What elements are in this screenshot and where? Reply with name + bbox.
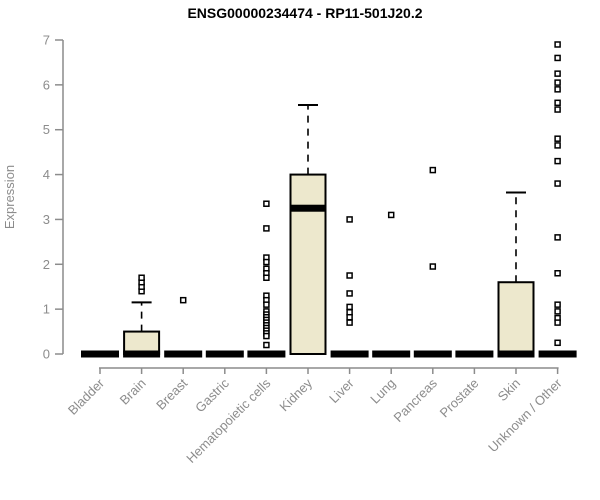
outlier-point (346, 272, 353, 279)
y-axis-tick-label: 4 (43, 167, 50, 182)
outlier-point (263, 225, 270, 232)
median-line (497, 350, 535, 358)
outlier-point (554, 234, 561, 241)
y-axis-tick-label: 1 (43, 302, 50, 317)
outlier-point (263, 258, 270, 266)
outlier-point (263, 341, 270, 349)
x-axis-category-label: Breast (153, 375, 190, 412)
y-axis-title: Expression (2, 165, 17, 229)
x-axis-category-label: Skin (495, 376, 523, 404)
box-collapsed-bladder (81, 350, 119, 358)
outlier-point (554, 135, 561, 142)
outlier-point (554, 142, 561, 149)
median-line (123, 350, 161, 358)
x-axis-category-label: Pancreas (390, 375, 440, 425)
box-collapsed-lung (372, 350, 411, 358)
outlier-point (554, 308, 561, 315)
outlier-point (554, 99, 561, 107)
outlier-point (263, 200, 270, 207)
y-axis-tick-label: 5 (43, 122, 50, 137)
y-axis-tick-label: 6 (43, 77, 50, 92)
box-collapsed-gastric (205, 350, 244, 358)
box-collapsed-prostate (455, 350, 494, 358)
y-axis-tick-label: 7 (43, 33, 50, 48)
outlier-point (554, 319, 561, 326)
outlier-point (554, 86, 561, 93)
outlier-point (554, 54, 561, 62)
outlier-point (554, 70, 561, 77)
outlier-point (554, 106, 561, 113)
box-collapsed-breast (164, 350, 203, 358)
outlier-point (387, 211, 395, 219)
y-axis-tick-label: 3 (43, 212, 50, 227)
outlier-point (263, 301, 270, 308)
outlier-point (429, 166, 437, 174)
x-axis-category-label: Lung (367, 376, 398, 407)
x-axis-category-label: Prostate (437, 376, 482, 421)
outlier-point (346, 216, 353, 223)
outlier-point (554, 41, 561, 48)
outlier-point (554, 339, 561, 347)
outlier-point (346, 303, 353, 311)
outlier-point (554, 180, 561, 187)
outlier-point (179, 296, 187, 304)
x-axis-category-label: Kidney (276, 375, 315, 414)
chart-title: ENSG00000234474 - RP11-501J20.2 (187, 5, 422, 21)
x-axis-category-label: Brain (117, 376, 149, 408)
box-collapsed-hematopoietic-cells (247, 350, 286, 358)
y-axis-tick-label: 0 (43, 347, 50, 362)
box-skin (497, 281, 535, 356)
box-kidney (289, 173, 327, 355)
median-line (289, 204, 327, 212)
outlier-point (138, 274, 145, 281)
box-collapsed-liver (330, 350, 369, 358)
box-collapsed-pancreas (413, 350, 452, 358)
outlier-point (429, 263, 437, 270)
outlier-point (346, 319, 353, 326)
outlier-point (263, 332, 270, 340)
y-axis-tick-label: 2 (43, 257, 50, 272)
outlier-point (346, 290, 353, 297)
x-axis-category-label: Bladder (65, 375, 108, 418)
x-axis-category-label: Unknown / Other (485, 375, 565, 455)
outlier-point (263, 274, 270, 281)
outlier-point (346, 313, 353, 321)
outlier-point (554, 270, 561, 277)
outlier-point (554, 157, 561, 165)
x-axis-category-label: Liver (326, 375, 357, 406)
box-collapsed-unknown-other (538, 350, 577, 358)
x-axis-category-label: Gastric (192, 375, 232, 415)
outlier-point (554, 79, 561, 86)
outlier-point (554, 301, 561, 308)
